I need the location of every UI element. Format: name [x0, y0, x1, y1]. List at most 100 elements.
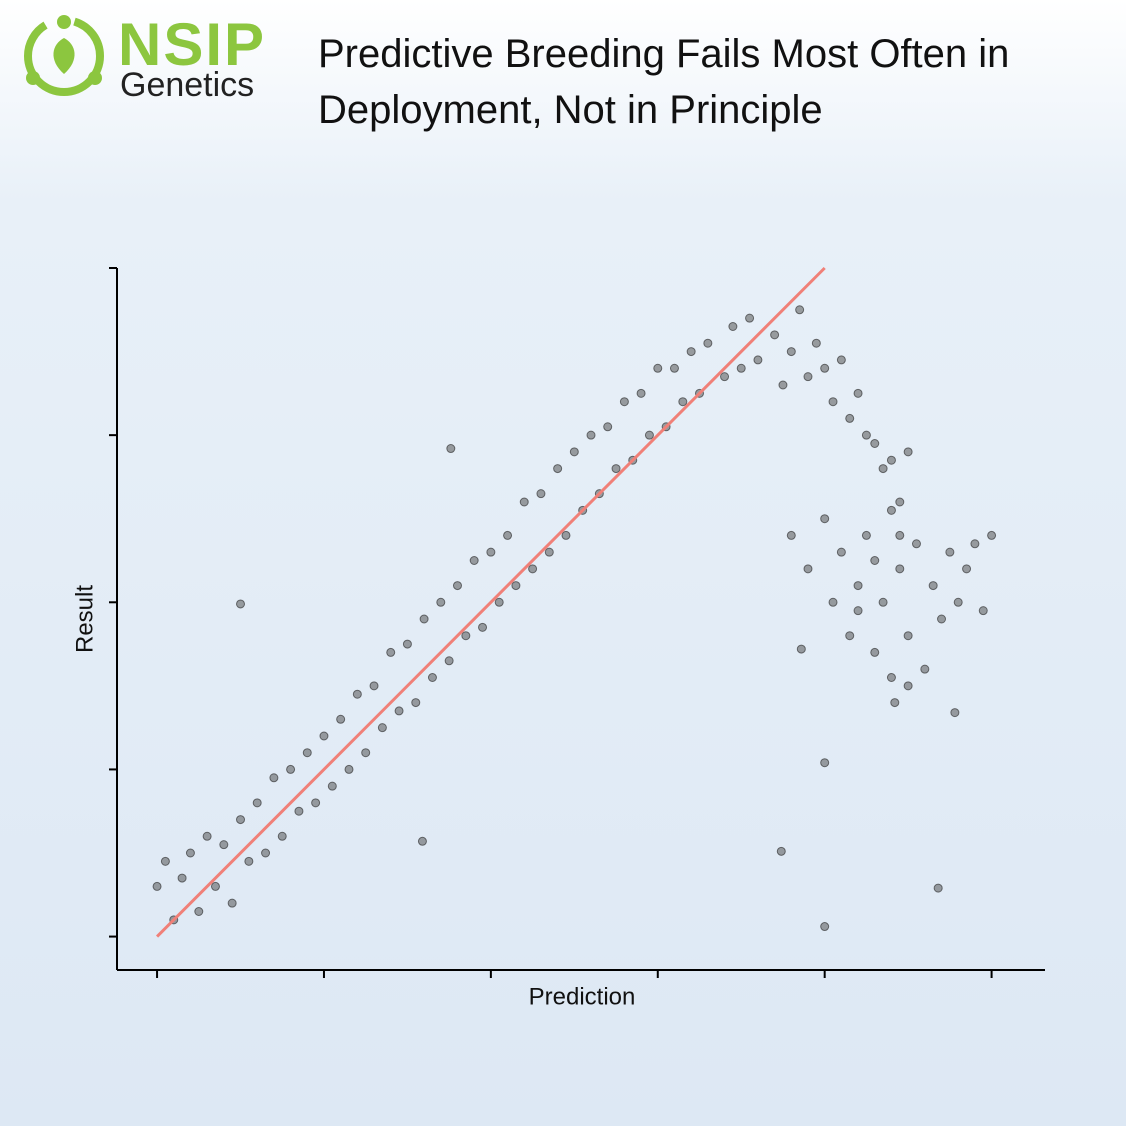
- scatter-point: [227, 898, 237, 908]
- scatter-point: [294, 806, 304, 816]
- scatter-point: [336, 714, 346, 724]
- scatter-point: [870, 556, 880, 565]
- scatter-point: [811, 338, 821, 348]
- scatter-point: [903, 447, 913, 457]
- scatter-point: [619, 397, 629, 407]
- scatter-point: [427, 673, 437, 682]
- scatter-point: [853, 581, 863, 591]
- scatter-point: [795, 305, 805, 315]
- scatter-point: [861, 530, 871, 540]
- scatter-point: [436, 597, 446, 607]
- scatter-point: [446, 444, 456, 454]
- scatter-point: [269, 773, 279, 783]
- scatter-point: [886, 455, 896, 465]
- scatter-point: [928, 581, 938, 591]
- scatter-point: [786, 530, 796, 540]
- scatter-point: [152, 881, 162, 891]
- scatter-point: [803, 564, 813, 574]
- scatter-point: [820, 758, 830, 768]
- scatter-point: [185, 848, 195, 858]
- scatter-point: [895, 564, 905, 574]
- scatter-point: [736, 363, 746, 373]
- scatter-point: [302, 748, 312, 758]
- scatter-point: [878, 464, 888, 474]
- scatter-point: [920, 664, 930, 674]
- scatter-point: [820, 514, 830, 524]
- scatter-point: [820, 922, 830, 932]
- scatter-point: [886, 673, 896, 682]
- scatter-point: [611, 464, 621, 474]
- scatter-point: [469, 556, 479, 565]
- scatter-point: [528, 564, 538, 574]
- scatter-point: [503, 530, 513, 540]
- scatter-point: [950, 708, 960, 718]
- scatter-point: [861, 430, 871, 440]
- brand-name: NSIP: [118, 11, 267, 78]
- scatter-point: [177, 873, 187, 883]
- scatter-point: [895, 497, 905, 507]
- scatter-point: [845, 413, 855, 423]
- logo-icon: [24, 15, 104, 96]
- scatter-point: [544, 547, 554, 557]
- scatter-point: [519, 497, 529, 507]
- scatter-point: [586, 430, 596, 440]
- scatter-point: [886, 505, 896, 515]
- scatter-point: [553, 464, 563, 474]
- scatter-point: [836, 355, 846, 365]
- scatter-point: [845, 631, 855, 641]
- scatter-point: [536, 489, 546, 499]
- scatter-point: [820, 363, 830, 373]
- scatter-point: [828, 397, 838, 407]
- scatter-point: [194, 907, 204, 916]
- scatter-point: [344, 764, 354, 774]
- scatter-point: [202, 831, 212, 841]
- chart-title: Predictive Breeding Fails Most Often in …: [318, 32, 1010, 132]
- scatter-point: [486, 547, 496, 557]
- scatter-point: [745, 313, 755, 323]
- scatter-point: [853, 388, 863, 398]
- x-axis-label: Prediction: [529, 983, 636, 1010]
- scatter-point: [786, 347, 796, 357]
- y-axis-label: Result: [71, 585, 98, 653]
- scatter-point: [903, 631, 913, 641]
- scatter-point: [953, 597, 963, 607]
- scatter-point: [970, 539, 980, 549]
- scatter-point: [277, 831, 287, 841]
- scatter-point: [261, 848, 271, 858]
- scatter-point: [678, 397, 688, 407]
- scatter-point: [417, 836, 427, 846]
- scatter-point: [796, 644, 806, 654]
- scatter-point: [770, 330, 780, 340]
- scatter-point: [686, 347, 696, 357]
- scatter-point: [511, 581, 521, 591]
- scatter-point: [160, 856, 170, 866]
- scatter-point: [411, 698, 421, 708]
- scatter-point: [461, 631, 471, 641]
- scatter-point: [327, 781, 337, 791]
- scatter-point: [728, 322, 738, 331]
- scatter-point: [603, 422, 613, 432]
- scatter-point: [636, 388, 646, 398]
- scatter-point: [895, 530, 905, 540]
- scatter-point: [962, 564, 972, 574]
- scatter-point: [870, 647, 880, 657]
- scatter-point: [210, 881, 220, 891]
- scatter-point: [878, 597, 888, 607]
- scatter-point: [244, 856, 254, 866]
- scatter-point: [236, 815, 246, 825]
- scatter-point: [933, 883, 943, 893]
- fit-line: [155, 266, 826, 938]
- scatter-point: [402, 639, 412, 649]
- scatter-point: [937, 614, 947, 624]
- scatter-point: [386, 647, 396, 657]
- scatter-point: [494, 597, 504, 607]
- scatter-point: [978, 606, 988, 616]
- scatter-point: [252, 798, 262, 808]
- scatter-point: [319, 731, 329, 741]
- scatter-point: [778, 380, 788, 390]
- scatter-point: [377, 723, 387, 733]
- scatter-point: [803, 372, 813, 382]
- scatter-point: [311, 798, 321, 808]
